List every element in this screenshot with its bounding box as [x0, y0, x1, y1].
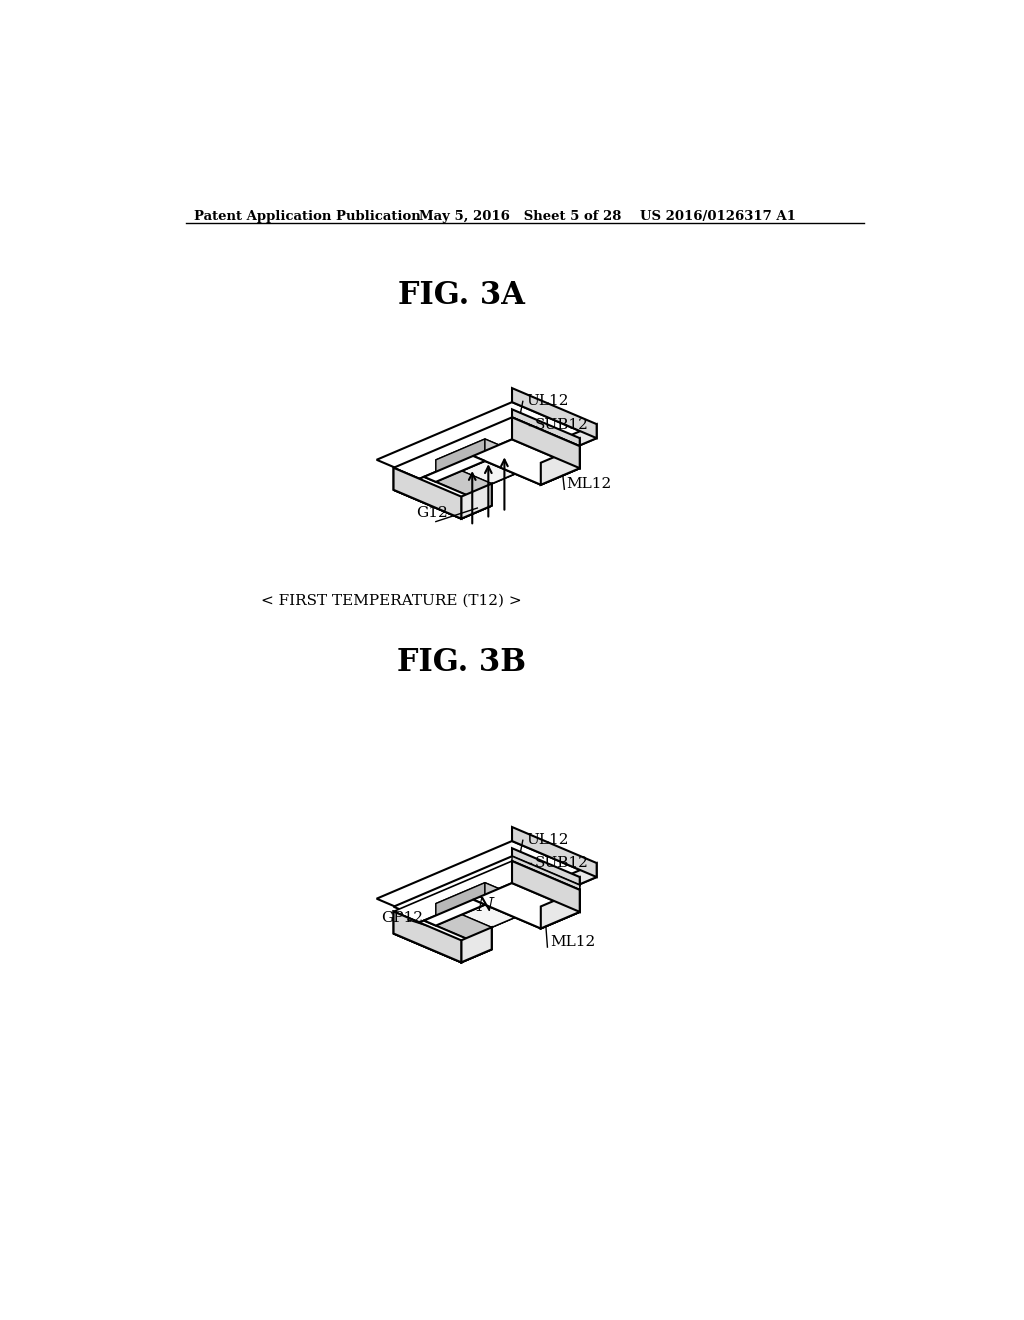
Polygon shape [424, 455, 485, 482]
Polygon shape [473, 883, 580, 928]
Polygon shape [393, 477, 492, 519]
Polygon shape [541, 890, 580, 928]
Polygon shape [541, 446, 580, 484]
Polygon shape [393, 467, 461, 519]
Polygon shape [393, 857, 580, 936]
Text: ML12: ML12 [566, 477, 612, 491]
Polygon shape [393, 467, 461, 519]
Polygon shape [377, 841, 597, 935]
Polygon shape [485, 440, 541, 484]
Polygon shape [512, 849, 580, 886]
Polygon shape [512, 417, 580, 469]
Polygon shape [461, 928, 492, 962]
Text: G12: G12 [416, 506, 447, 520]
Polygon shape [436, 459, 492, 506]
Polygon shape [512, 861, 580, 912]
Polygon shape [541, 446, 580, 484]
Polygon shape [393, 920, 492, 962]
Polygon shape [393, 477, 492, 519]
Text: SUB12: SUB12 [536, 417, 589, 432]
Polygon shape [436, 883, 485, 925]
Polygon shape [512, 828, 597, 876]
Polygon shape [512, 857, 580, 890]
Polygon shape [461, 886, 580, 940]
Polygon shape [473, 883, 580, 928]
Polygon shape [473, 440, 580, 484]
Polygon shape [424, 455, 485, 482]
Text: May 5, 2016   Sheet 5 of 28: May 5, 2016 Sheet 5 of 28 [419, 210, 621, 223]
Text: N: N [476, 896, 494, 915]
Polygon shape [461, 863, 597, 935]
Text: UL12: UL12 [526, 833, 569, 847]
Polygon shape [436, 440, 541, 483]
Polygon shape [393, 912, 461, 962]
Polygon shape [461, 424, 597, 496]
Polygon shape [541, 890, 580, 928]
Polygon shape [393, 920, 492, 962]
Text: US 2016/0126317 A1: US 2016/0126317 A1 [640, 210, 796, 223]
Polygon shape [424, 900, 485, 925]
Polygon shape [461, 483, 492, 519]
Polygon shape [473, 440, 580, 484]
Polygon shape [436, 440, 485, 482]
Polygon shape [512, 417, 580, 469]
Text: FIG. 3B: FIG. 3B [396, 647, 525, 678]
Polygon shape [393, 417, 580, 496]
Polygon shape [461, 876, 580, 936]
Text: SUB12: SUB12 [536, 857, 589, 870]
Polygon shape [424, 900, 485, 925]
Polygon shape [393, 861, 580, 940]
Text: ML12: ML12 [550, 936, 595, 949]
Polygon shape [461, 483, 492, 519]
Polygon shape [512, 388, 597, 438]
Polygon shape [393, 912, 461, 962]
Polygon shape [512, 861, 580, 912]
Polygon shape [485, 883, 541, 928]
Polygon shape [436, 904, 492, 949]
Text: Patent Application Publication: Patent Application Publication [194, 210, 421, 223]
Polygon shape [436, 883, 541, 928]
Polygon shape [461, 928, 492, 962]
Polygon shape [377, 403, 597, 496]
Text: FIG. 3A: FIG. 3A [397, 280, 524, 312]
Text: < FIRST TEMPERATURE (T12) >: < FIRST TEMPERATURE (T12) > [261, 594, 522, 607]
Polygon shape [512, 409, 580, 446]
Text: UL12: UL12 [526, 395, 569, 408]
Text: GP12: GP12 [381, 911, 423, 925]
Polygon shape [461, 438, 580, 496]
